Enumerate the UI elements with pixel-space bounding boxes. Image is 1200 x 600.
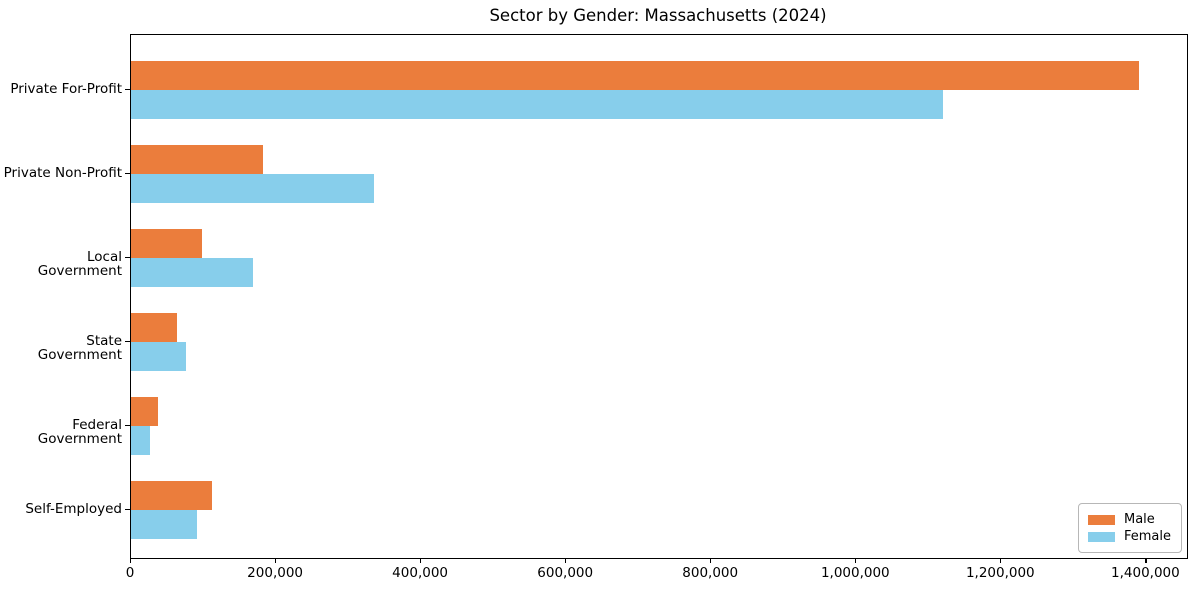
bar-male-self-employed — [131, 481, 213, 510]
x-tick-label-6: 1,200,000 — [965, 565, 1035, 581]
y-tick-private-for-profit — [125, 89, 130, 91]
y-tick-private-non-profit — [125, 173, 130, 175]
legend-swatch-female — [1087, 531, 1115, 542]
x-tick-2 — [420, 558, 422, 563]
y-label-private-non-profit: Private Non-Profit — [3, 165, 122, 181]
x-tick-label-2: 400,000 — [392, 565, 448, 581]
x-tick-label-1: 200,000 — [247, 565, 303, 581]
bar-male-private-non-profit — [131, 145, 263, 174]
y-tick-federal-government — [125, 425, 130, 427]
y-label-federal-government: Federal Government — [37, 417, 122, 447]
bar-female-federal-government — [131, 426, 150, 455]
bar-female-private-non-profit — [131, 174, 374, 203]
x-tick-6 — [1000, 558, 1002, 563]
legend-swatch-male — [1087, 514, 1115, 525]
x-tick-label-3: 600,000 — [537, 565, 594, 581]
x-tick-5 — [855, 558, 857, 563]
bar-male-state-government — [131, 313, 178, 342]
plot-area: Male Female — [130, 34, 1188, 559]
bar-male-private-for-profit — [131, 61, 1140, 90]
x-tick-0 — [130, 558, 132, 563]
x-tick-4 — [710, 558, 712, 563]
y-label-local-government: Local Government — [37, 249, 122, 279]
x-tick-3 — [565, 558, 567, 563]
bar-female-local-government — [131, 258, 253, 287]
legend-label-female: Female — [1123, 529, 1171, 544]
legend-entry-female: Female — [1087, 528, 1171, 545]
y-label-self-employed: Self-Employed — [25, 501, 122, 517]
bar-male-local-government — [131, 229, 203, 258]
legend: Male Female — [1077, 503, 1182, 553]
x-tick-7 — [1145, 558, 1147, 563]
y-tick-state-government — [125, 341, 130, 343]
x-tick-label-7: 1,400,000 — [1111, 565, 1180, 581]
y-tick-self-employed — [125, 509, 130, 511]
x-tick-1 — [275, 558, 277, 563]
bar-male-federal-government — [131, 397, 158, 426]
chart-title: Sector by Gender: Massachusetts (2024) — [489, 6, 827, 25]
x-tick-label-5: 1,000,000 — [820, 565, 890, 581]
bar-female-private-for-profit — [131, 90, 944, 119]
x-tick-label-0: 0 — [125, 565, 135, 581]
bar-female-self-employed — [131, 510, 197, 539]
legend-entry-male: Male — [1087, 511, 1171, 528]
y-label-state-government: State Government — [37, 333, 122, 363]
y-label-private-for-profit: Private For-Profit — [10, 81, 122, 97]
legend-label-male: Male — [1123, 512, 1155, 527]
y-tick-local-government — [125, 257, 130, 259]
bar-female-state-government — [131, 342, 187, 371]
x-tick-label-4: 800,000 — [682, 565, 739, 581]
